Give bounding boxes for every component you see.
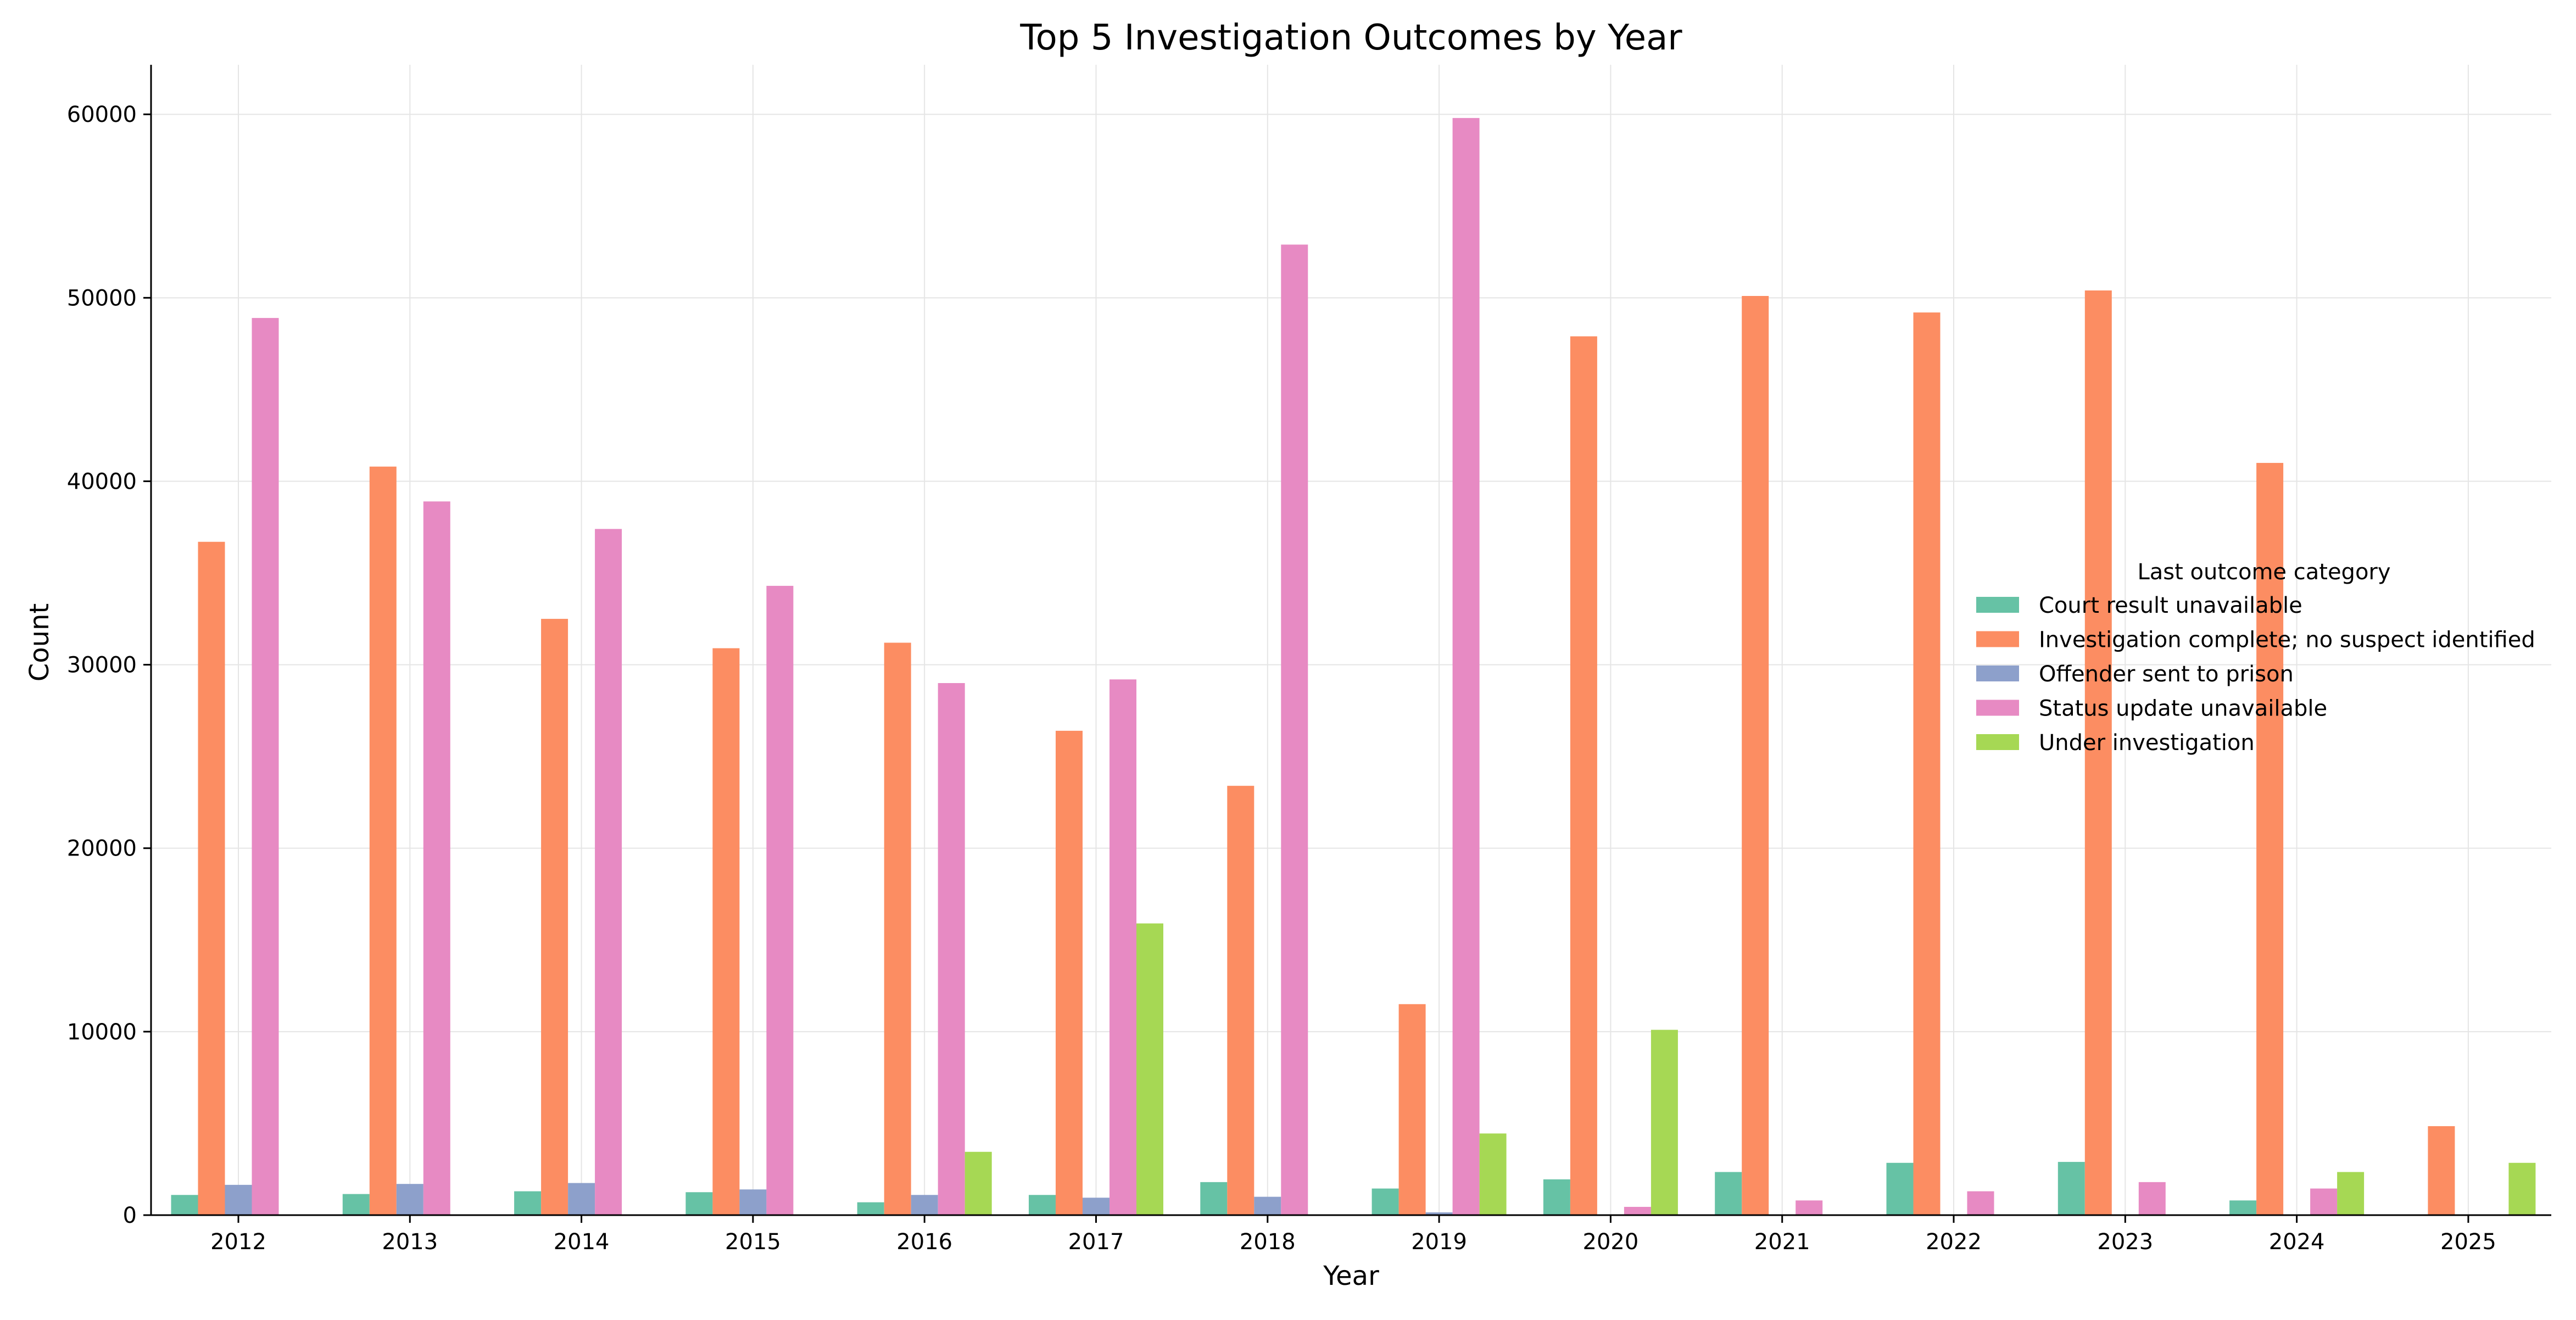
bar [171,1195,198,1215]
bars-layer [171,118,2536,1216]
bar [1029,1195,1056,1215]
x-axis-label: Year [1323,1261,1379,1291]
x-tick-label: 2022 [1926,1229,1982,1255]
bar [2058,1162,2085,1215]
bar [1109,679,1136,1215]
bar [2256,463,2284,1216]
bar [342,1194,370,1215]
grid-layer [151,65,2551,1216]
bar [1200,1182,1228,1215]
bar [1136,923,1163,1215]
legend-title: Last outcome category [2137,560,2390,585]
bar [857,1202,884,1215]
legend: Last outcome category Court result unava… [1976,560,2535,756]
bar [884,642,911,1215]
bar [2428,1126,2455,1215]
legend-label: Court result unavailable [2039,593,2302,618]
legend-swatch [1976,700,2019,716]
y-tick-label: 10000 [67,1020,137,1045]
bar [1056,730,1083,1215]
y-tick-label: 60000 [67,102,137,127]
x-tick-label: 2018 [1240,1229,1296,1255]
legend-swatch [1976,597,2019,613]
bar [1425,1212,1453,1215]
bar [1886,1162,1914,1215]
y-tick-label: 0 [123,1203,137,1228]
legend-items: Court result unavailable Investigation co… [1976,593,2535,756]
bar [396,1184,423,1215]
legend-label: Offender sent to prison [2039,662,2294,687]
x-tick-label: 2013 [382,1229,438,1255]
x-tick-label: 2023 [2097,1229,2153,1255]
x-tick-label: 2021 [1754,1229,1810,1255]
bar [1742,296,1769,1215]
bar [739,1189,767,1215]
bar [225,1184,252,1215]
y-axis-label: Count [24,603,55,682]
y-tick-label: 40000 [67,469,137,494]
x-tick-label: 2016 [896,1229,952,1255]
legend-label: Under investigation [2039,730,2255,756]
chart-title: Top 5 Investigation Outcomes by Year [1019,18,1682,58]
bar [2337,1172,2365,1215]
y-tick-label: 30000 [67,653,137,678]
x-tick-label: 2019 [1411,1229,1467,1255]
bar [766,585,794,1215]
x-tick-label: 2020 [1583,1229,1639,1255]
bar [1083,1198,1109,1215]
bar [1227,786,1254,1215]
bar [2138,1182,2166,1215]
bar [1543,1179,1570,1215]
bar [369,466,397,1216]
legend-label: Status update unavailable [2039,696,2327,721]
bar [1913,312,1941,1215]
bar [1398,1004,1426,1215]
bar [595,529,622,1216]
legend-label: Investigation complete; no suspect ident… [2039,628,2535,653]
bar [1651,1030,1678,1215]
legend-swatch [1976,631,2019,647]
x-tick-label: 2015 [725,1229,781,1255]
bar [423,501,450,1216]
x-tick-label: 2017 [1068,1229,1124,1255]
bar [1479,1133,1507,1215]
x-tick-label: 2024 [2269,1229,2325,1255]
bar [1570,336,1597,1215]
bar [198,541,225,1216]
bar [1281,244,1308,1216]
bar [1796,1200,1823,1215]
y-tick-label: 50000 [67,286,137,311]
bar [1715,1172,1742,1215]
bar [1254,1196,1281,1215]
bar [1452,118,1480,1215]
x-tick-label: 2012 [210,1229,266,1255]
bar [568,1183,595,1215]
bar [1371,1188,1399,1215]
bar [1967,1191,1994,1215]
bar [2084,290,2112,1215]
x-tick-label: 2025 [2440,1229,2496,1255]
bar [1624,1206,1651,1215]
bar [252,318,279,1215]
bar [2310,1188,2338,1215]
y-tick-label: 20000 [67,836,137,862]
bar [964,1151,992,1215]
legend-swatch [1976,665,2019,681]
bar [514,1191,542,1215]
bar [2508,1162,2536,1215]
bar [685,1192,713,1215]
bar [712,648,740,1215]
x-tick-label: 2014 [554,1229,610,1255]
legend-swatch [1976,734,2019,750]
bar [541,619,568,1215]
bar [938,683,965,1215]
bar [911,1195,938,1215]
bar [2229,1200,2257,1215]
axes-layer: 0 10000 20000 30000 40000 50000 60000 2012 2013 2… [67,65,2551,1255]
